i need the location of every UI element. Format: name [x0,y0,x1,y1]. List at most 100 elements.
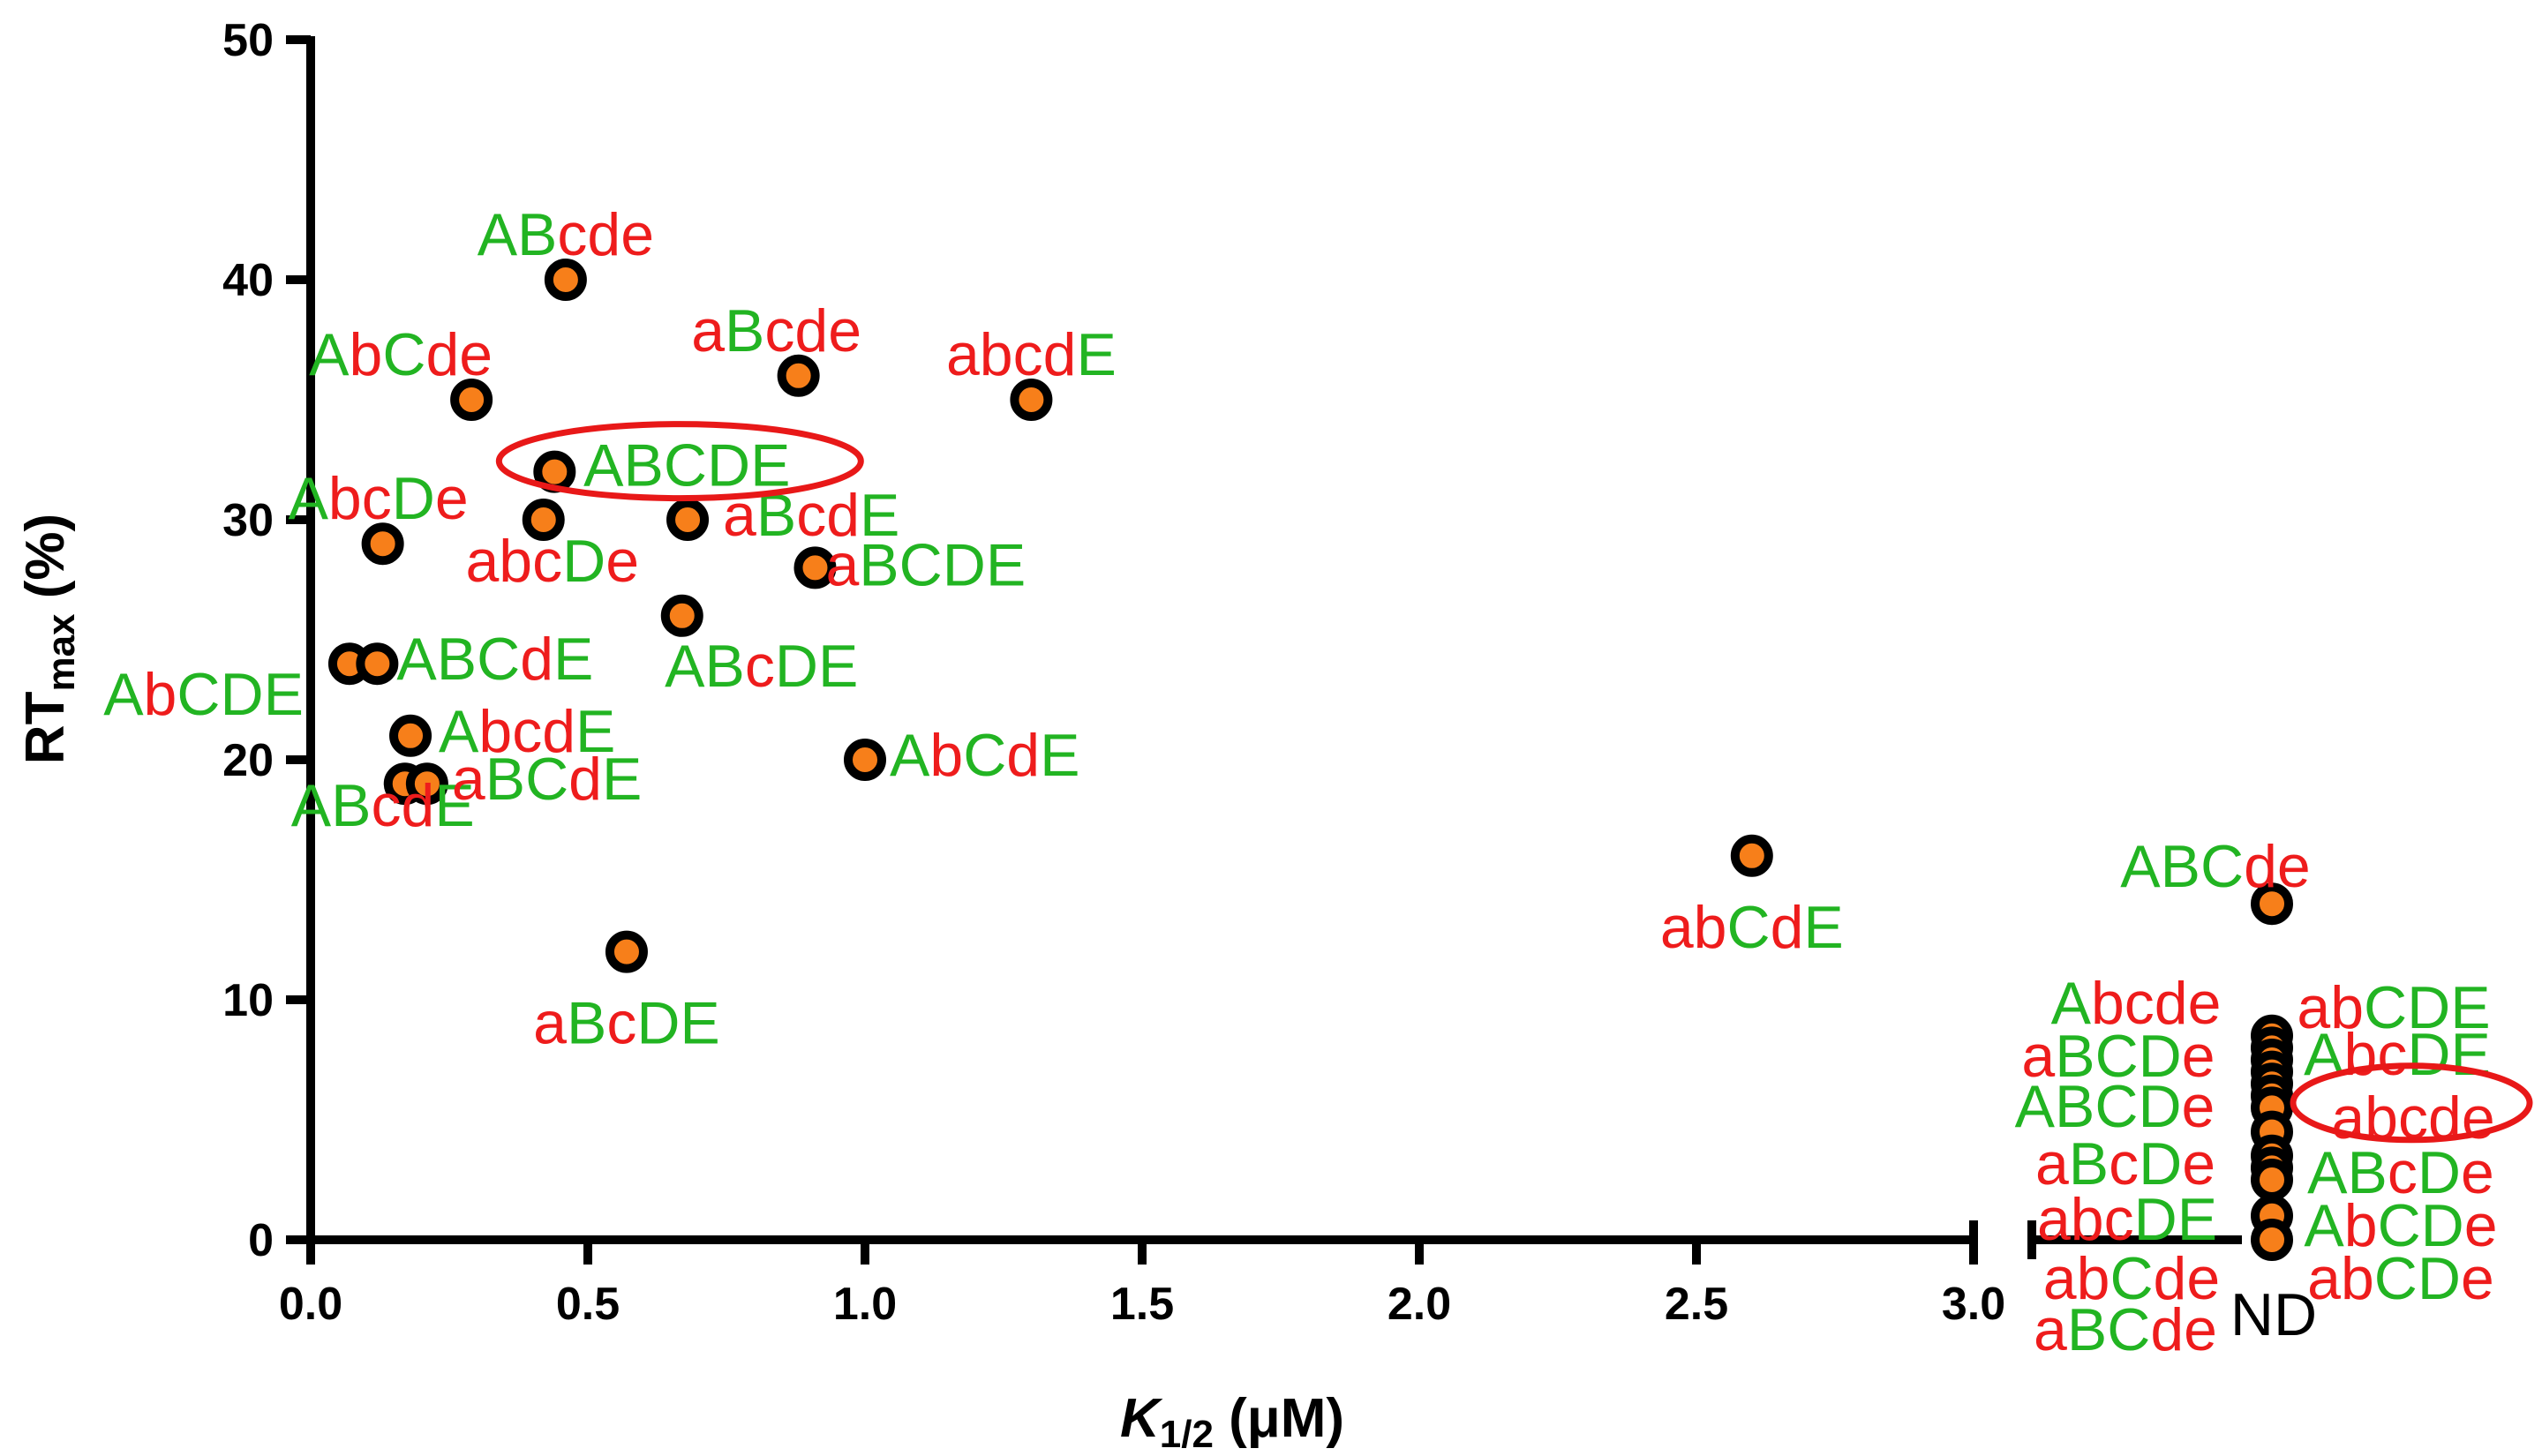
point-label-ABCDE: ABCDE [583,432,790,499]
label-char: b [2330,974,2364,1041]
label-char: A [2015,1073,2056,1140]
label-char: C [1726,894,1770,961]
nd-label-abcDE: abcDE [2037,1186,2217,1253]
label-char: C [177,661,220,728]
label-char: D [562,528,605,595]
point-label-AbCDE: AbCDE [103,661,304,728]
highlight-ellipse-ABCDE [495,421,864,502]
label-char: A [439,698,479,765]
label-char: e [2182,1130,2215,1197]
label-char: A [289,465,329,532]
label-char: C [2378,1192,2421,1259]
label-char: c [796,482,826,549]
label-char: D [392,465,435,532]
label-char: e [2182,1023,2215,1090]
nd-label-aBcDe: aBcDe [2035,1130,2215,1197]
y-tick-label-0: 0 [248,1215,274,1266]
highlight-ellipses [495,421,2533,1144]
point-aBCdE [405,762,448,806]
x-tick-label-1.0: 1.0 [833,1279,897,1330]
x-tick-label-0.0: 0.0 [279,1279,342,1330]
highlight-ellipse-abcde [2290,1062,2533,1144]
label-char: D [636,990,680,1057]
nd-label-ABCDe: ABCDe [2015,1073,2215,1140]
x-tick-label-2.0: 2.0 [1388,1279,1451,1330]
y-axis-title: RTmax (%) [15,514,83,764]
label-char: d [2150,1296,2184,1363]
label-char: A [890,722,930,789]
label-char: C [2374,1245,2418,1312]
label-char: E [2450,974,2490,1041]
label-char: B [567,990,606,1057]
label-char: a [452,746,485,813]
y-tick-label-10: 10 [222,975,274,1026]
label-char: a [2034,1296,2067,1363]
label-char: A [291,772,332,839]
label-char: A [103,661,144,728]
label-char: D [2134,1186,2177,1253]
label-char: E [1040,722,1079,789]
label-char: d [794,297,828,364]
label-char: c [512,698,542,765]
label-char: e [828,297,861,364]
point-abcDe [522,499,565,541]
label-char: B [2348,1139,2388,1206]
label-char: b [2341,1245,2374,1312]
label-char: B [2055,1073,2095,1140]
data-markers [327,259,2293,1261]
label-char: E [750,432,790,499]
label-char: a [2037,1186,2071,1253]
label-char: B [2067,1296,2107,1363]
label-char: C [664,432,707,499]
axis-titles: K1/2 (μM) RTmax (%) [15,514,1344,1456]
label-char: A [478,201,518,268]
label-char: B [331,772,371,839]
label-char: b [2077,1245,2110,1312]
label-char: D [2421,1192,2464,1259]
label-char: e [2277,833,2311,900]
nd-point-abCde [2251,1159,2293,1201]
label-char: e [2188,970,2222,1037]
nd-point-ABCde [2251,882,2293,926]
nd-label-abCde: abCde [2043,1245,2220,1312]
label-char: b [478,698,512,765]
label-char: b [929,722,963,789]
label-char: a [946,321,980,388]
label-char: D [2418,1245,2461,1312]
label-char: e [2182,1073,2215,1140]
label-char: B [485,746,525,813]
label-char: d [2154,1245,2187,1312]
label-char: b [350,321,383,388]
y-axis-title-unit: (%) [15,514,76,614]
x-tick-label-nd: ND [2230,1281,2317,1348]
label-char: a [2331,1084,2365,1152]
point-aBcDE [605,930,648,973]
label-char: E [553,626,593,693]
label-char: A [665,633,705,700]
label-char: c [2125,970,2155,1037]
label-char: D [707,432,750,499]
label-char: a [691,297,725,364]
label-char: D [943,531,986,598]
y-tick-label-40: 40 [222,255,274,306]
label-char: A [396,626,437,693]
label-char: b [144,661,177,728]
tick-marks [286,35,1978,1265]
point-label-abcdE: abcdE [946,321,1117,388]
label-char: b [499,528,532,595]
point-label-abCdE: abCdE [1660,894,1844,961]
nd-label-Abcde: Abcde [2051,970,2222,1037]
label-char: C [2200,833,2244,900]
nd-label-aBCde: aBCde [2034,1296,2217,1363]
label-char: a [2307,1245,2341,1312]
label-char: e [459,321,493,388]
x-tick-label-3.0: 3.0 [1942,1279,2005,1330]
label-char: C [525,746,568,813]
point-abCdE [1730,834,1773,877]
point-aBcdE [666,499,710,541]
x-tick-label-0.5: 0.5 [556,1279,620,1330]
label-char: d [1771,894,1804,961]
label-char: C [382,321,425,388]
